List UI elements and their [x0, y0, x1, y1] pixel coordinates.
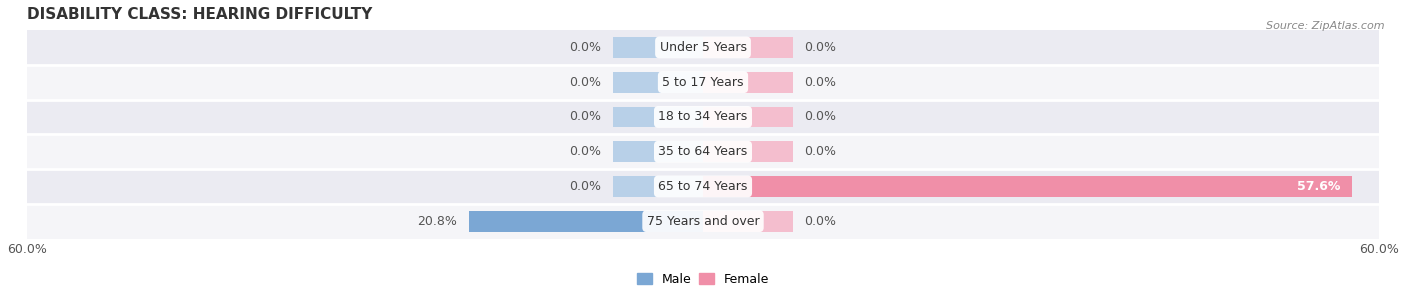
Text: 0.0%: 0.0% — [569, 180, 602, 193]
Bar — [703, 211, 793, 231]
Bar — [703, 176, 1353, 197]
Text: Source: ZipAtlas.com: Source: ZipAtlas.com — [1267, 21, 1385, 31]
Bar — [613, 37, 703, 58]
Text: 0.0%: 0.0% — [804, 41, 837, 54]
Bar — [613, 106, 703, 127]
Bar — [613, 72, 703, 93]
Bar — [703, 37, 793, 58]
Text: 0.0%: 0.0% — [804, 76, 837, 89]
Text: 57.6%: 57.6% — [1298, 180, 1341, 193]
Text: 0.0%: 0.0% — [569, 76, 602, 89]
Text: 0.0%: 0.0% — [569, 110, 602, 124]
Bar — [27, 204, 1379, 239]
Text: 0.0%: 0.0% — [569, 145, 602, 158]
Text: 20.8%: 20.8% — [418, 215, 457, 228]
Bar — [27, 30, 1379, 65]
Text: 18 to 34 Years: 18 to 34 Years — [658, 110, 748, 124]
Text: 0.0%: 0.0% — [804, 215, 837, 228]
Bar — [703, 72, 793, 93]
Legend: Male, Female: Male, Female — [631, 268, 775, 291]
Bar — [27, 169, 1379, 204]
Bar — [613, 176, 703, 197]
Text: 65 to 74 Years: 65 to 74 Years — [658, 180, 748, 193]
Text: Under 5 Years: Under 5 Years — [659, 41, 747, 54]
Bar — [27, 134, 1379, 169]
Bar — [613, 141, 703, 162]
Bar — [27, 99, 1379, 134]
Text: 35 to 64 Years: 35 to 64 Years — [658, 145, 748, 158]
Bar — [703, 141, 793, 162]
Bar — [27, 65, 1379, 99]
Text: 0.0%: 0.0% — [569, 41, 602, 54]
Bar — [468, 211, 703, 231]
Text: DISABILITY CLASS: HEARING DIFFICULTY: DISABILITY CLASS: HEARING DIFFICULTY — [27, 7, 373, 22]
Bar — [703, 106, 793, 127]
Text: 75 Years and over: 75 Years and over — [647, 215, 759, 228]
Text: 0.0%: 0.0% — [804, 110, 837, 124]
Text: 0.0%: 0.0% — [804, 145, 837, 158]
Text: 5 to 17 Years: 5 to 17 Years — [662, 76, 744, 89]
